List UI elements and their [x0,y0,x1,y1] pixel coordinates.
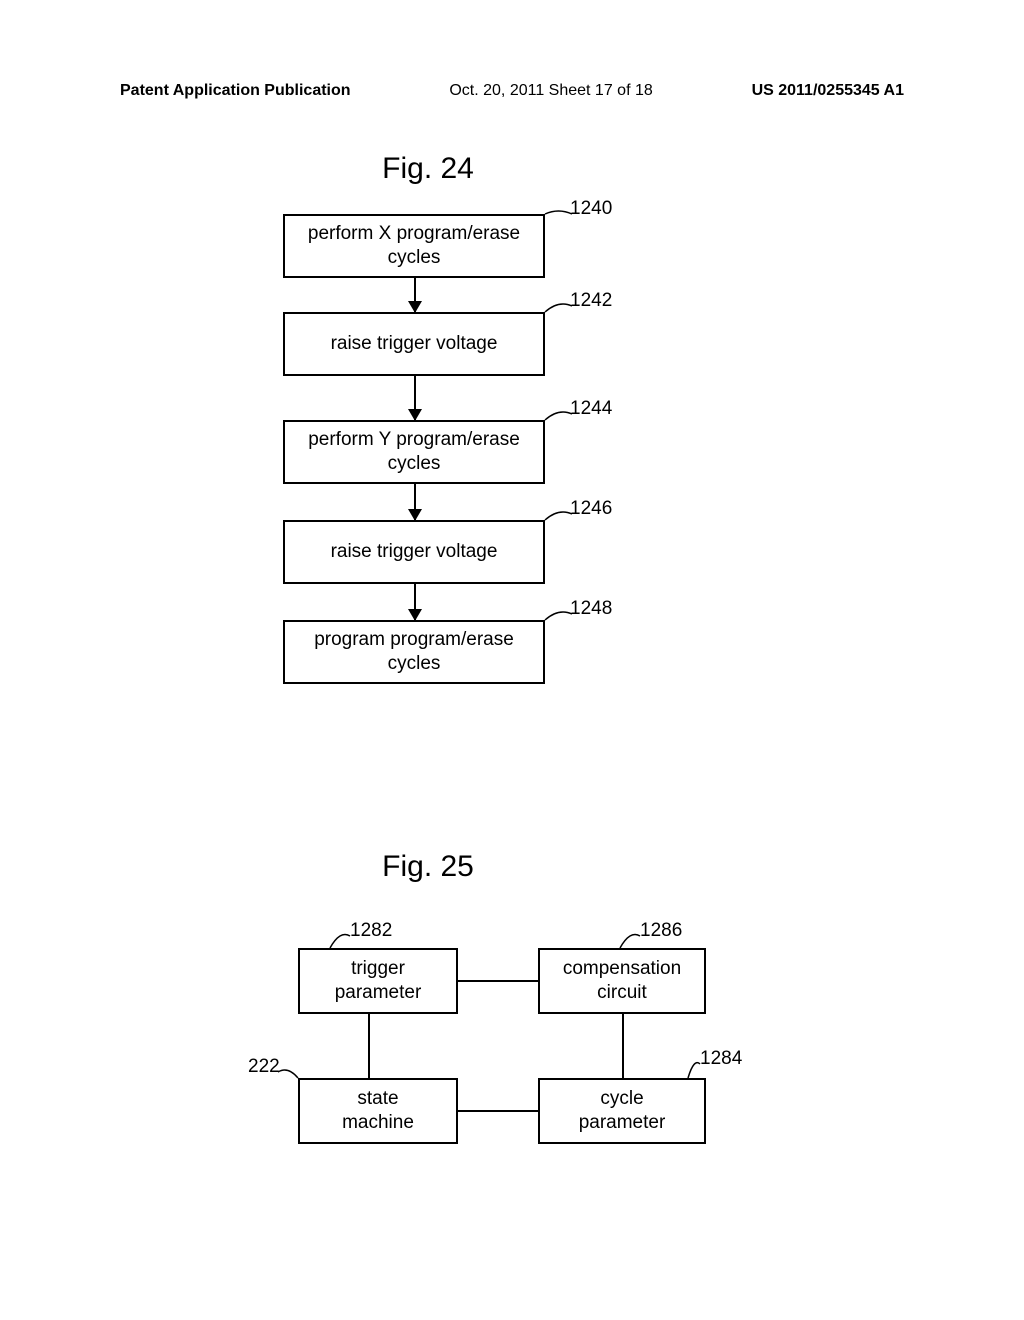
header-right: US 2011/0255345 A1 [752,82,904,100]
fig24-arrow-1 [414,278,416,312]
fig24-arrow-4 [414,584,416,620]
fig24-step-5: program program/erase cycles [283,620,545,684]
fig25-conn-4 [458,1110,538,1112]
header-mid: Oct. 20, 2011 Sheet 17 of 18 [449,82,652,100]
fig24-step-1: perform X program/erase cycles [283,214,545,278]
fig25-conn-2 [368,1014,370,1078]
fig25-cycle: cycle parameter [538,1078,706,1144]
fig24-title: Fig. 24 [368,152,488,186]
header-left: Patent Application Publication [120,82,351,100]
fig25-ref-1284: 1284 [700,1048,742,1070]
fig25-trigger: trigger parameter [298,948,458,1014]
page-header: Patent Application Publication Oct. 20, … [0,82,1024,100]
fig25-conn-3 [622,1014,624,1078]
fig25-conn-1 [458,980,538,982]
fig25-comp: compensation circuit [538,948,706,1014]
fig24-arrow-2 [414,376,416,420]
fig24-step-3: perform Y program/erase cycles [283,420,545,484]
fig24-step-4: raise trigger voltage [283,520,545,584]
fig25-state: state machine [298,1078,458,1144]
fig25-title: Fig. 25 [368,850,488,884]
fig24-step-2: raise trigger voltage [283,312,545,376]
fig25-ref-1282: 1282 [350,920,392,942]
fig24-arrow-3 [414,484,416,520]
fig25-ref-1286: 1286 [640,920,682,942]
